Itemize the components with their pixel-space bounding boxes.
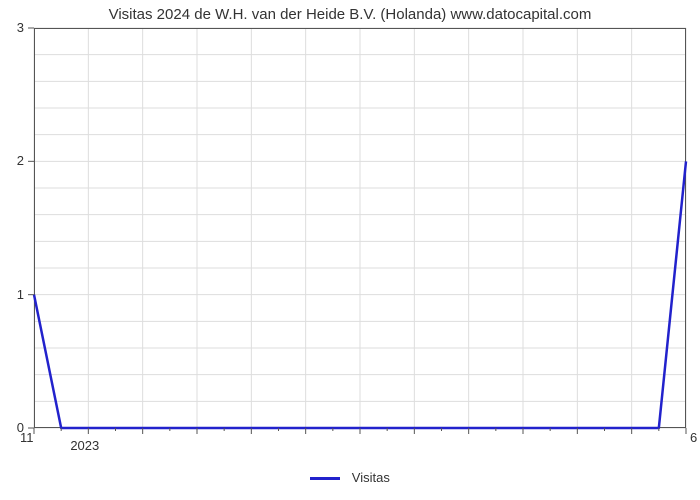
corner-label-right: 6: [690, 430, 697, 445]
legend-label: Visitas: [352, 470, 390, 485]
y-tick-label: 3: [17, 20, 24, 35]
legend: Visitas: [0, 470, 700, 485]
y-tick-label: 2: [17, 153, 24, 168]
y-tick-label: 1: [17, 287, 24, 302]
chart-container: Visitas 2024 de W.H. van der Heide B.V. …: [0, 0, 700, 500]
chart-plot: [34, 28, 686, 428]
chart-title: Visitas 2024 de W.H. van der Heide B.V. …: [0, 6, 700, 23]
corner-label-left: 11: [20, 430, 34, 445]
legend-swatch: [310, 477, 340, 480]
x-tick-label: 2023: [70, 438, 99, 453]
